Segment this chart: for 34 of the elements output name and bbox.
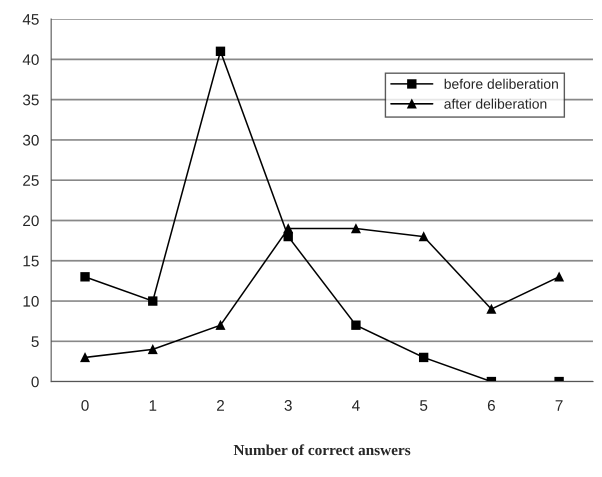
- point: [351, 320, 361, 330]
- point: [148, 344, 158, 354]
- x-tick-label: 0: [81, 400, 89, 411]
- y-tick-label: 20: [23, 215, 39, 226]
- point: [351, 224, 361, 234]
- y-tick-label: 0: [31, 376, 39, 388]
- point: [284, 224, 293, 234]
- y-tick-label: 15: [24, 256, 39, 266]
- point: [80, 352, 90, 362]
- legend-label: before deliberation: [444, 78, 558, 89]
- x-tick-label: 5: [420, 400, 428, 411]
- y-tick-label: 45: [22, 14, 39, 25]
- y-tick-label: 25: [23, 175, 39, 186]
- point: [80, 272, 90, 282]
- x-tick-label: 6: [488, 400, 495, 411]
- point: [486, 304, 496, 314]
- point: [216, 46, 226, 56]
- y-tick-label: 30: [22, 134, 39, 146]
- x-tick-label: 7: [556, 400, 563, 411]
- point: [418, 352, 428, 362]
- point: [148, 296, 158, 306]
- x-axis-title: Number of correct answers: [234, 444, 410, 456]
- point: [216, 320, 226, 330]
- x-tick-label: 3: [284, 400, 292, 411]
- point: [554, 272, 564, 282]
- x-tick-label: 1: [150, 400, 156, 411]
- x-tick-label: 4: [352, 400, 360, 411]
- y-tick-label: 5: [31, 336, 39, 348]
- y-tick-label: 35: [22, 94, 39, 106]
- y-tick-label: 40: [22, 54, 39, 66]
- legend-label: after deliberation: [444, 98, 546, 109]
- x-tick-label: 2: [217, 400, 224, 411]
- point: [418, 232, 428, 242]
- y-tick-label: 10: [24, 296, 39, 307]
